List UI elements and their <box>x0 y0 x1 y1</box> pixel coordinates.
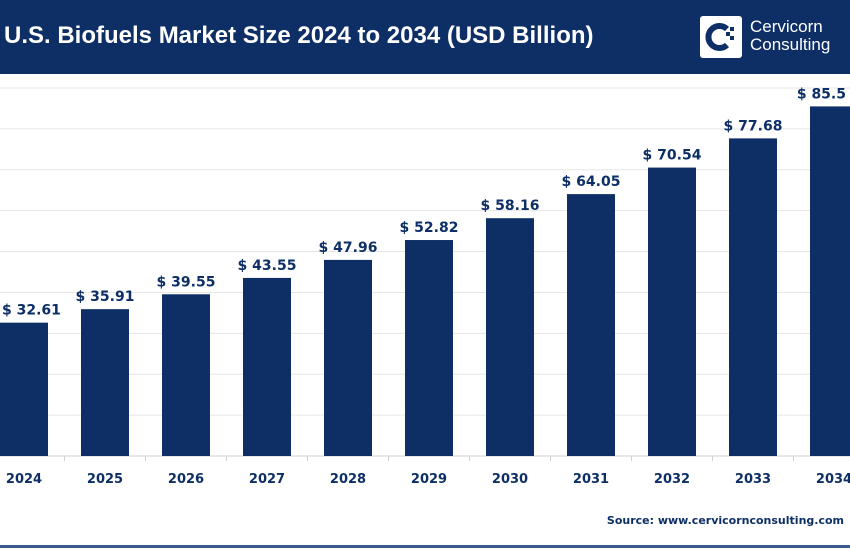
data-label-2031: $ 64.05 <box>562 174 621 190</box>
bar-2028 <box>324 259 372 456</box>
x-tick-label-2030: 2030 <box>492 472 528 487</box>
x-tick-label-2028: 2028 <box>330 472 366 487</box>
data-label-2024: $ 32.61 <box>2 303 61 319</box>
x-tick-label-2029: 2029 <box>411 472 447 487</box>
bar-2027 <box>243 277 291 456</box>
x-tick-label-2033: 2033 <box>735 472 771 487</box>
logo-line1: Cervicorn <box>750 17 823 36</box>
data-label-2030: $ 58.16 <box>481 198 540 214</box>
x-tick-label-2031: 2031 <box>573 472 609 487</box>
bar-2033 <box>729 138 777 456</box>
x-tick-label-2024: 2024 <box>6 472 42 487</box>
logo-text: Cervicorn Consulting <box>750 18 830 54</box>
data-label-2027: $ 43.55 <box>238 258 297 274</box>
bar-2029 <box>405 240 453 456</box>
data-label-2025: $ 35.91 <box>76 289 135 305</box>
logo-line2: Consulting <box>750 35 831 54</box>
bar-2030 <box>486 218 534 456</box>
x-tick-label-2026: 2026 <box>168 472 204 487</box>
data-label-2029: $ 52.82 <box>400 220 459 236</box>
data-label-2028: $ 47.96 <box>319 240 378 256</box>
chart-title: U.S. Biofuels Market Size 2024 to 2034 (… <box>4 22 594 49</box>
logo-icon <box>700 16 742 58</box>
x-tick-label-2027: 2027 <box>249 472 285 487</box>
data-label-2026: $ 39.55 <box>157 274 216 290</box>
bar-2025 <box>81 309 129 456</box>
data-label-2033: $ 77.68 <box>724 118 783 134</box>
bar-2031 <box>567 194 615 456</box>
x-tick-label-2034: 2034 <box>816 472 850 487</box>
source-note: Source: www.cervicornconsulting.com <box>606 514 844 527</box>
footer-divider <box>0 545 850 548</box>
x-tick-label-2025: 2025 <box>87 472 123 487</box>
bar-2032 <box>648 167 696 457</box>
header-banner: U.S. Biofuels Market Size 2024 to 2034 (… <box>0 0 850 74</box>
x-tick-label-2032: 2032 <box>654 472 690 487</box>
bar-2024 <box>0 322 48 456</box>
data-label-2032: $ 70.54 <box>643 148 702 164</box>
bar-2026 <box>162 294 210 456</box>
data-label-2034: $ 85.5 <box>797 86 846 102</box>
bar-2034 <box>810 106 850 457</box>
